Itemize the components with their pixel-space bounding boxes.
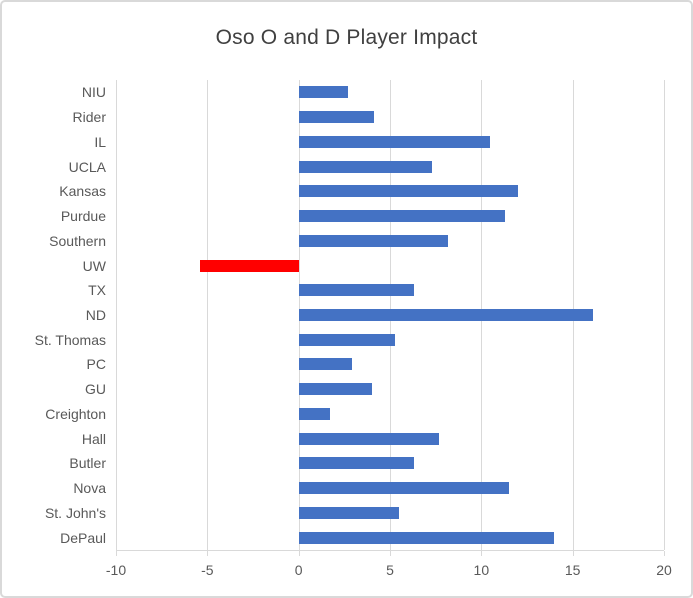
- category-label: Purdue: [60, 208, 106, 225]
- gridline: [207, 80, 209, 550]
- category-label: Butler: [69, 455, 106, 472]
- x-tick-label: -5: [201, 562, 214, 578]
- category-label: UCLA: [68, 158, 106, 175]
- bar-il: [298, 135, 491, 148]
- x-tick-label: 5: [386, 562, 394, 578]
- category-label: Creighton: [45, 405, 106, 422]
- bar-kansas: [298, 185, 518, 198]
- bar-butler: [298, 457, 414, 470]
- category-label: Rider: [72, 109, 106, 126]
- category-label: UW: [82, 257, 106, 274]
- category-label: DePaul: [60, 529, 106, 546]
- axis-tick-mark: [572, 551, 574, 556]
- category-axis-labels: NIU Rider IL UCLA Kansas Purdue Southern UW TX ND…: [2, 80, 106, 550]
- category-label: Southern: [49, 232, 106, 249]
- bar-nova: [298, 482, 509, 495]
- axis-tick-mark: [207, 551, 209, 556]
- category-label: Kansas: [59, 183, 106, 200]
- category-label: TX: [88, 282, 106, 299]
- bar-uw: [200, 259, 299, 272]
- category-label: IL: [94, 133, 106, 150]
- x-tick-label: 10: [473, 562, 490, 578]
- value-axis: -10 -5 0 5 10 15 20: [106, 558, 672, 582]
- bar-creighton: [298, 407, 330, 420]
- axis-tick-mark: [298, 551, 300, 556]
- category-label: St. John's: [44, 504, 106, 521]
- bar-niu: [298, 86, 348, 99]
- x-tick-label: 0: [294, 562, 303, 578]
- axis-tick-mark: [664, 551, 665, 556]
- bar-nd: [298, 309, 593, 321]
- bar-southern: [298, 234, 449, 247]
- bar-hall: [298, 432, 440, 445]
- bar-rider: [298, 111, 374, 124]
- axis-tick-mark: [481, 551, 483, 556]
- x-tick-label: 15: [564, 562, 581, 578]
- category-label: ND: [85, 306, 106, 323]
- gridline: [116, 80, 117, 550]
- axis-tick-mark: [116, 551, 117, 556]
- bar-st-thomas: [298, 333, 396, 346]
- chart-title: Oso O and D Player Impact: [215, 26, 478, 49]
- bar-tx: [298, 284, 414, 297]
- category-label: Hall: [81, 430, 106, 447]
- category-label: NIU: [81, 84, 106, 101]
- category-label: St. Thomas: [34, 331, 106, 348]
- bar-gu: [298, 383, 372, 396]
- axis-tick-mark: [390, 551, 391, 556]
- gridline: [664, 80, 665, 550]
- bar-depaul: [298, 531, 555, 544]
- category-label: PC: [86, 356, 106, 373]
- bar-pc: [298, 358, 352, 371]
- category-label: GU: [85, 381, 106, 398]
- category-label: Nova: [73, 480, 106, 497]
- plot-area: [116, 80, 665, 556]
- bar-st-john-s: [298, 506, 400, 519]
- bar-ucla: [298, 160, 432, 173]
- x-tick-label: 20: [656, 562, 672, 578]
- bar-purdue: [298, 210, 506, 223]
- x-tick-label: -10: [105, 562, 127, 578]
